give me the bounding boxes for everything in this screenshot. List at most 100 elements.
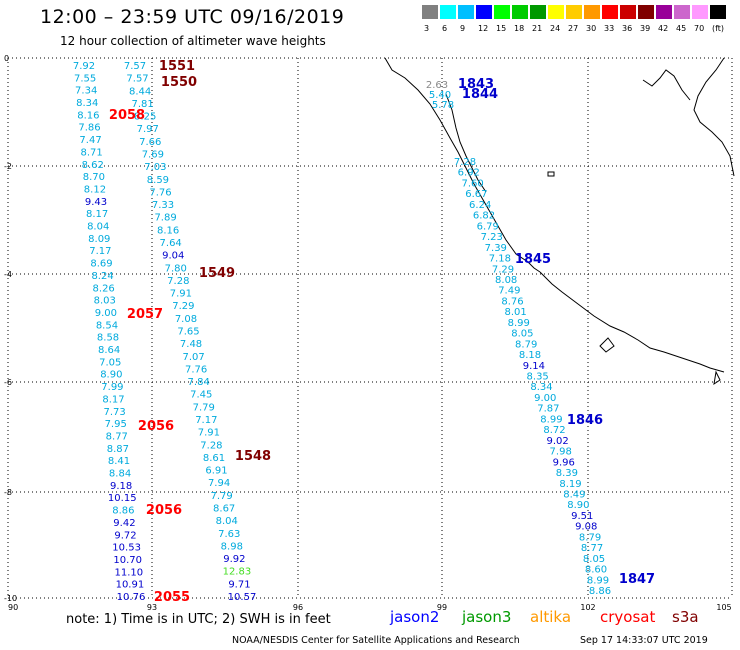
wave-height-value: 7.81 [132,99,154,110]
scale-swatch [548,5,564,19]
wave-height-value: 7.92 [73,61,95,72]
wave-height-value: 7.80 [165,263,187,274]
wave-height-value: 7.97 [137,124,159,135]
wave-height-value: 10.70 [113,555,142,566]
wave-height-value: 8.24 [91,271,113,282]
y-tick-label: -4 [4,270,12,279]
track-a-values: 7.927.55 7.348.348.16 7.867.478.71 8.628.70… [73,61,145,603]
scale-label: 70 [694,24,705,33]
track-b-values: 7.577.578.447.818.257.977.667.697.038.59… [124,61,256,603]
wave-height-value: 8.17 [102,394,124,405]
wave-height-value: 8.64 [98,345,120,356]
wave-height-value: 7.18 [489,254,511,265]
wave-height-value: 8.99 [587,575,609,586]
time-label: 2055 [154,590,190,605]
scale-swatch [512,5,528,19]
wave-height-value: 9.00 [95,308,117,319]
time-label: 1847 [619,572,655,587]
wave-height-value: 9.02 [546,436,568,447]
wave-height-value: 7.94 [208,478,230,489]
scale-label: 24 [550,24,561,33]
y-tick-label: -6 [4,378,12,387]
wave-height-value: 8.34 [76,98,98,109]
wave-height-value: 9.43 [85,197,107,208]
y-tick-label: -2 [4,162,12,171]
scale-label: 36 [622,24,633,33]
time-label: 1551 [159,59,195,74]
time-label: 2058 [109,108,145,123]
wave-height-value: 8.90 [567,500,589,511]
wave-height-value: 8.99 [540,414,562,425]
wave-height-value: 8.77 [581,543,603,554]
wave-height-value: 7.55 [74,73,96,84]
wave-height-value: 7.34 [75,86,97,97]
wave-height-value: 7.84 [188,377,210,388]
wave-height-value: 7.79 [193,402,215,413]
wave-height-value: 9.14 [523,361,545,372]
wave-height-value: 8.84 [109,469,131,480]
grid [7,57,733,599]
time-label: 1846 [567,413,603,428]
wave-height-value: 7.57 [124,61,146,72]
wave-height-value: 8.67 [213,504,235,515]
wave-height-value: 10.53 [112,543,141,554]
wave-height-value: 9.51 [571,511,593,522]
wave-height-value: 7.76 [149,187,171,198]
wave-height-value: 5.78 [432,100,454,111]
wave-height-value: 5.40 [429,90,451,101]
y-tick-label: -8 [4,488,12,497]
time-label: 1550 [161,75,197,90]
wave-height-value: 8.76 [501,296,523,307]
wave-height-value: 8.19 [559,479,581,490]
wave-height-value: 7.23 [481,232,503,243]
scale-swatch [566,5,582,19]
scale-label: 21 [532,24,543,33]
wave-height-value: 2.63 [426,80,448,91]
wave-height-value: 8.87 [107,444,129,455]
wave-height-value: 7.98 [550,447,572,458]
wave-height-value: 7.86 [78,123,100,134]
x-tick-label: 99 [437,603,447,612]
time-label: 2056 [138,419,174,434]
coastline [384,57,735,386]
wave-height-value: 6.24 [469,200,491,211]
wave-height-value: 9.72 [114,530,136,541]
wave-height-value: 12.83 [223,567,252,578]
wave-height-value: 9.92 [223,554,245,565]
wave-height-value: 8.12 [84,184,106,195]
wave-height-value: 8.79 [579,532,601,543]
scale-label: (ft) [712,24,725,33]
wave-height-value: 6.67 [465,189,487,200]
wave-height-value: 8.41 [108,456,130,467]
wave-height-value: 8.26 [93,283,115,294]
page-title: 12:00 – 23:59 UTC 09/16/2019 [40,6,345,28]
wave-height-value: 10.57 [228,592,257,603]
scale-label: 39 [640,24,651,33]
scale-swatch [620,5,636,19]
mission-legend-s3a: s3a [672,608,699,626]
wave-height-value: 8.18 [519,350,541,361]
y-tick-label: 0 [4,54,9,63]
wave-height-value: 7.29 [172,301,194,312]
time-label: 1548 [235,449,271,464]
wave-height-value: 9.00 [534,393,556,404]
wave-height-value: 8.01 [504,307,526,318]
wave-height-value: 8.62 [82,160,104,171]
mission-legend-cryosat: cryosat [600,608,656,626]
wave-height-value: 8.69 [90,259,112,270]
wave-height-value: 7.66 [139,137,161,148]
wave-height-value: 7.47 [79,135,101,146]
wave-height-value: 7.79 [210,491,232,502]
wave-height-value: 9.42 [113,518,135,529]
scale-swatch [638,5,654,19]
wave-height-value: 7.49 [498,286,520,297]
scale-label: 33 [604,24,615,33]
scale-swatch [710,5,726,19]
wave-height-value: 8.72 [543,425,565,436]
wave-height-value: 7.05 [99,357,121,368]
wave-height-value: 7.08 [175,314,197,325]
wave-height-value: 7.29 [492,264,514,275]
wave-height-value: 8.71 [81,147,103,158]
